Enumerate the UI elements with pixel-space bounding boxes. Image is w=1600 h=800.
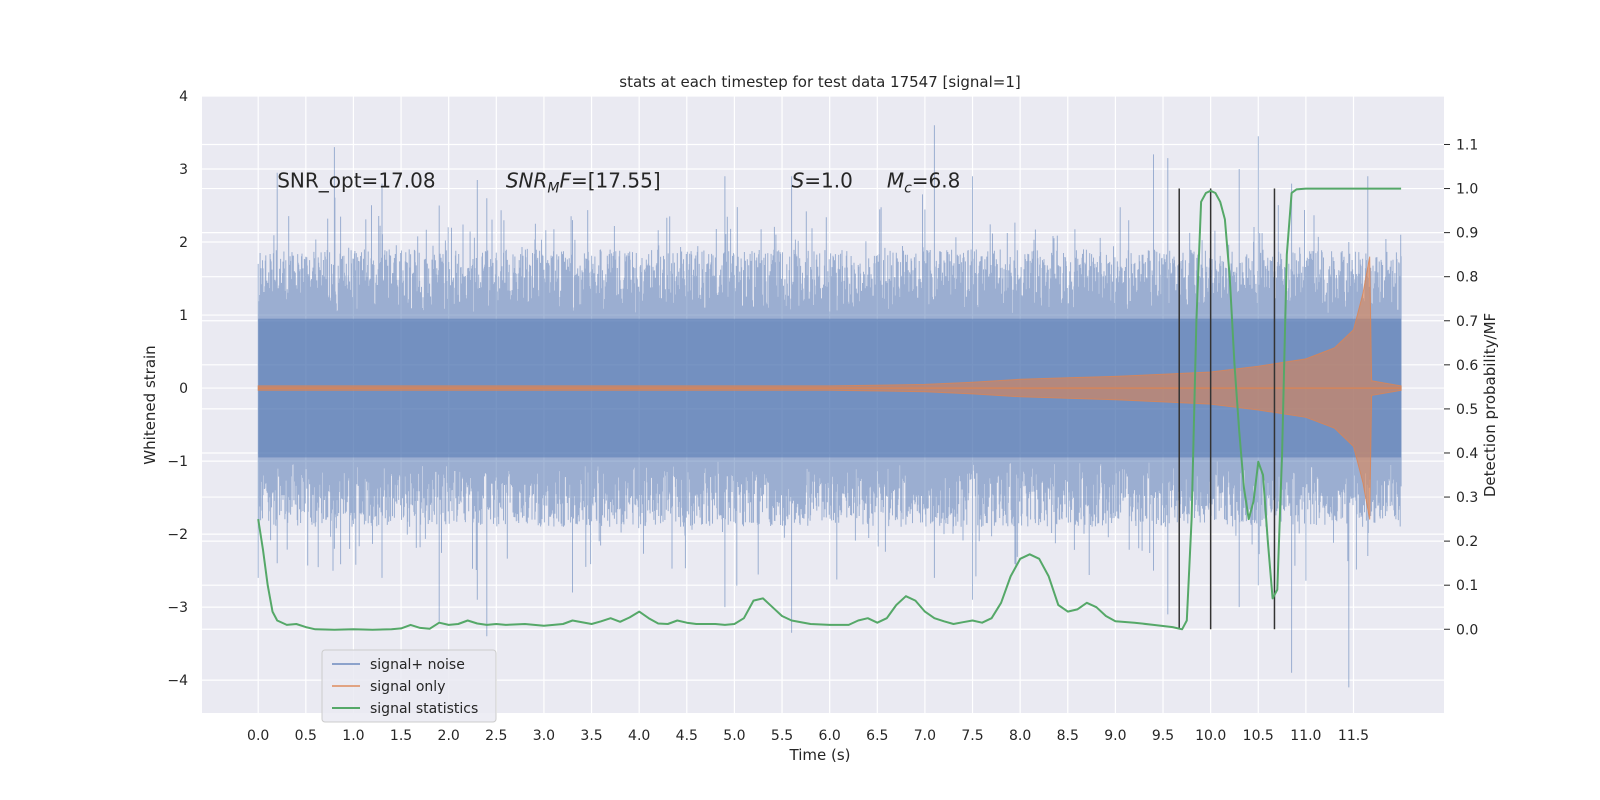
x-tick-label: 4.0 (628, 728, 650, 744)
x-tick-label: 9.0 (1104, 728, 1126, 744)
y2-tick-label: 0.7 (1456, 314, 1478, 330)
x-tick-label: 11.5 (1338, 728, 1369, 744)
signal-statistics-series (257, 187, 1402, 631)
x-tick-label: 2.5 (485, 728, 507, 744)
y2-tick-label: 0.1 (1456, 578, 1478, 594)
x-tick-label: 10.5 (1243, 728, 1274, 744)
y2-tick-label: 0.5 (1456, 402, 1478, 418)
annotation: SNR_opt=17.08 (277, 168, 435, 192)
x-tick-label: 4.5 (676, 728, 698, 744)
legend-entry: signal statistics (370, 701, 478, 717)
signal-statistics-line (257, 187, 1402, 631)
x-tick-label: 1.0 (342, 728, 364, 744)
annotations: SNR_opt=17.08 SNRMF=[17.55] S=1.0 Mc=6.8 (277, 168, 960, 196)
y-tick-label: 4 (179, 89, 188, 105)
x-tick-label: 0.5 (295, 728, 317, 744)
annotation: S=1.0 (792, 168, 853, 192)
tick-labels: 0.0 0.5 1.0 1.5 2.0 2.5 3.0 3.5 4.0 4.5 5.0 5.5 6.0 6… (167, 89, 1478, 744)
x-tick-label: 5.0 (723, 728, 745, 744)
y-tick-label: −4 (167, 673, 188, 689)
y2-tick-label: 0.6 (1456, 358, 1478, 374)
annotation: Mc=6.8 (887, 168, 961, 196)
y2-tick-label: 1.0 (1456, 182, 1478, 198)
x-tick-label: 3.5 (580, 728, 602, 744)
x-tick-label: 9.5 (1152, 728, 1174, 744)
y-axis-label: Whitened strain (141, 345, 159, 464)
x-tick-label: 1.5 (390, 728, 412, 744)
x-tick-label: 6.5 (866, 728, 888, 744)
y2-tick-label: 0.3 (1456, 490, 1478, 506)
y2-tick-label: 0.9 (1456, 226, 1478, 242)
legend: signal+ noise signal only signal statistic… (321, 649, 497, 723)
x-tick-label: 5.5 (771, 728, 793, 744)
x-tick-label: 0.0 (247, 728, 269, 744)
legend-box (321, 649, 497, 723)
x-tick-label: 6.0 (819, 728, 841, 744)
y2-tick-label: 0.8 (1456, 270, 1478, 286)
x-axis-label: Time (s) (789, 746, 851, 764)
y-tick-label: −3 (167, 600, 188, 616)
vertical-markers (1178, 188, 1276, 630)
y-tick-label: −1 (167, 454, 188, 470)
y2-tick-label: 0.2 (1456, 534, 1478, 550)
y-tick-label: −2 (167, 527, 188, 543)
annotation: SNRMF=[17.55] (506, 168, 661, 196)
y2-tick-label: 0.4 (1456, 446, 1478, 462)
y2-tick-label: 0.0 (1456, 622, 1478, 638)
y2-tick-label: 1.1 (1456, 137, 1478, 153)
y-tick-label: 2 (179, 235, 188, 251)
x-tick-label: 8.5 (1057, 728, 1079, 744)
y-tick-label: 0 (179, 381, 188, 397)
x-tick-label: 2.0 (438, 728, 460, 744)
x-tick-label: 7.0 (914, 728, 936, 744)
y2-axis-label: Detection probability/MF (1481, 313, 1499, 497)
x-tick-label: 11.0 (1290, 728, 1321, 744)
x-tick-label: 8.0 (1009, 728, 1031, 744)
x-tick-label: 3.0 (533, 728, 555, 744)
y-tick-label: 3 (179, 162, 188, 178)
x-tick-label: 7.5 (961, 728, 983, 744)
legend-entry: signal+ noise (370, 657, 465, 673)
legend-entry: signal only (370, 679, 445, 695)
chart-title: stats at each timestep for test data 175… (619, 73, 1020, 91)
x-tick-label: 10.0 (1195, 728, 1226, 744)
y-tick-label: 1 (179, 308, 188, 324)
